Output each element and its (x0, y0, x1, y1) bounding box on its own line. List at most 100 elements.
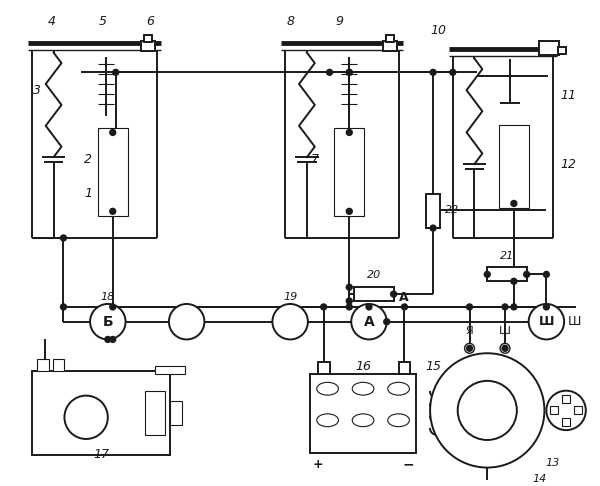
Circle shape (511, 201, 517, 207)
Circle shape (544, 304, 550, 310)
Bar (334, 127, 364, 216)
Text: 8: 8 (286, 15, 294, 28)
Text: −: − (403, 458, 414, 471)
Text: 18: 18 (101, 292, 115, 302)
Circle shape (529, 304, 564, 339)
Text: 15: 15 (425, 360, 441, 373)
Bar (499, 124, 529, 208)
Circle shape (346, 69, 352, 75)
Ellipse shape (317, 414, 338, 427)
Text: А: А (398, 291, 408, 304)
Ellipse shape (352, 382, 374, 395)
Circle shape (326, 69, 332, 75)
Circle shape (500, 344, 510, 353)
Circle shape (430, 225, 436, 231)
Circle shape (511, 278, 517, 284)
Text: А: А (364, 315, 374, 329)
Circle shape (467, 346, 472, 351)
Circle shape (502, 304, 508, 310)
Circle shape (430, 69, 436, 75)
Circle shape (502, 346, 508, 351)
Bar (426, 193, 440, 228)
Text: 20: 20 (367, 270, 381, 280)
Bar (562, 395, 570, 402)
Text: 14: 14 (532, 474, 547, 485)
Bar (53, 359, 64, 371)
Circle shape (110, 304, 116, 310)
Circle shape (105, 336, 111, 343)
Text: 19: 19 (283, 292, 297, 302)
Text: Я: Я (466, 326, 473, 335)
Circle shape (272, 304, 308, 339)
Text: 1: 1 (84, 187, 92, 200)
Ellipse shape (388, 382, 409, 395)
Bar (98, 127, 128, 216)
Circle shape (464, 344, 475, 353)
Circle shape (90, 304, 125, 339)
Text: 5: 5 (99, 15, 107, 28)
Circle shape (401, 304, 407, 310)
Text: Ш: Ш (499, 326, 511, 335)
Ellipse shape (388, 414, 409, 427)
Text: 12: 12 (560, 157, 576, 171)
Circle shape (346, 69, 352, 75)
Circle shape (450, 69, 456, 75)
Bar (310, 374, 416, 453)
Circle shape (64, 396, 108, 439)
Circle shape (458, 381, 517, 440)
Circle shape (346, 129, 352, 136)
Circle shape (169, 304, 205, 339)
Circle shape (61, 235, 67, 241)
Circle shape (346, 298, 352, 304)
Text: 17: 17 (93, 448, 109, 461)
Text: Б: Б (103, 315, 113, 329)
Circle shape (320, 304, 326, 310)
Circle shape (110, 129, 116, 136)
Bar (386, 35, 394, 42)
Text: 11: 11 (560, 88, 576, 102)
Bar (155, 366, 185, 374)
Text: 22: 22 (445, 205, 459, 215)
Circle shape (484, 272, 490, 278)
Bar (383, 41, 397, 51)
Text: +: + (313, 458, 323, 471)
Circle shape (430, 353, 544, 468)
Circle shape (61, 304, 67, 310)
Circle shape (113, 69, 119, 75)
Bar (558, 47, 566, 53)
Bar (142, 41, 155, 51)
Circle shape (351, 304, 387, 339)
Text: Ш: Ш (568, 315, 581, 328)
Circle shape (110, 336, 116, 343)
Text: 4: 4 (47, 15, 56, 28)
Circle shape (346, 208, 352, 214)
Text: 7: 7 (311, 153, 319, 166)
Bar (539, 41, 559, 54)
Ellipse shape (317, 382, 338, 395)
Bar (574, 406, 582, 415)
Circle shape (366, 304, 372, 310)
Text: 13: 13 (545, 458, 559, 468)
Text: Ш: Ш (539, 315, 554, 328)
Text: 6: 6 (146, 15, 154, 28)
Text: 21: 21 (500, 251, 514, 260)
Bar (170, 400, 182, 425)
Circle shape (467, 304, 472, 310)
Bar (37, 359, 49, 371)
Bar (318, 362, 329, 374)
Bar (398, 362, 410, 374)
Text: 10: 10 (430, 24, 446, 37)
Circle shape (524, 272, 530, 278)
Text: 16: 16 (355, 360, 371, 373)
Text: 3: 3 (33, 84, 41, 97)
Circle shape (547, 391, 586, 430)
Bar (144, 35, 152, 42)
Bar (354, 287, 394, 301)
Circle shape (384, 319, 389, 325)
Circle shape (346, 284, 352, 290)
Text: 2: 2 (84, 153, 92, 166)
Bar (487, 267, 527, 281)
Text: 9: 9 (335, 15, 343, 28)
Circle shape (346, 304, 352, 310)
Circle shape (110, 208, 116, 214)
